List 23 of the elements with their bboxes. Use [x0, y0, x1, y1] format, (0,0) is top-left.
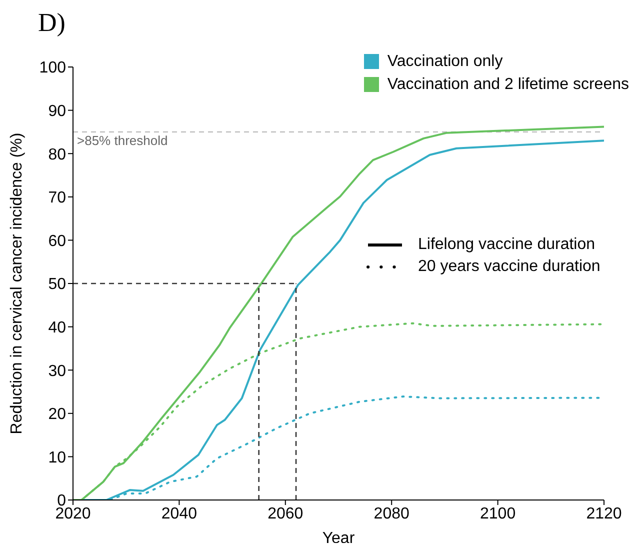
x-tick-label: 2040 [161, 505, 198, 522]
x-tick-label: 2100 [480, 505, 516, 522]
ref-line-label: >85% threshold [77, 133, 168, 148]
annotation: 20 years vaccine duration [418, 258, 600, 276]
x-tick-label: 2080 [374, 505, 410, 522]
x-tick-label: 2060 [268, 505, 304, 522]
x-axis-title: Year [322, 530, 356, 545]
legend-label: Vaccination and 2 lifetime screens [387, 76, 629, 94]
y-tick-label: 90 [48, 102, 66, 120]
y-tick-label: 100 [39, 60, 66, 77]
y-axis-title: Reduction in cervical cancer incidence (%) [8, 132, 26, 434]
annotation: Lifelong vaccine duration [418, 236, 596, 254]
y-tick-label: 30 [48, 362, 66, 380]
y-tick-label: 80 [48, 146, 66, 164]
x-tick-label: 2120 [586, 505, 622, 522]
chart-title: D) [38, 8, 66, 38]
y-tick-label: 10 [48, 449, 66, 466]
y-tick-label: 40 [48, 319, 66, 336]
y-tick-label: 50 [48, 276, 66, 294]
y-tick-label: 60 [48, 232, 66, 250]
y-tick-label: 20 [48, 406, 66, 424]
y-tick-label: 70 [48, 190, 66, 207]
legend-label: Vaccination only [387, 52, 503, 70]
